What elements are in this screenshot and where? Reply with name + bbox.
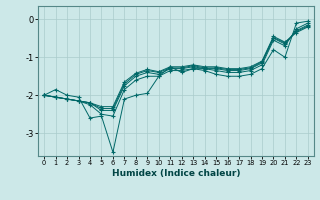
X-axis label: Humidex (Indice chaleur): Humidex (Indice chaleur) [112,169,240,178]
